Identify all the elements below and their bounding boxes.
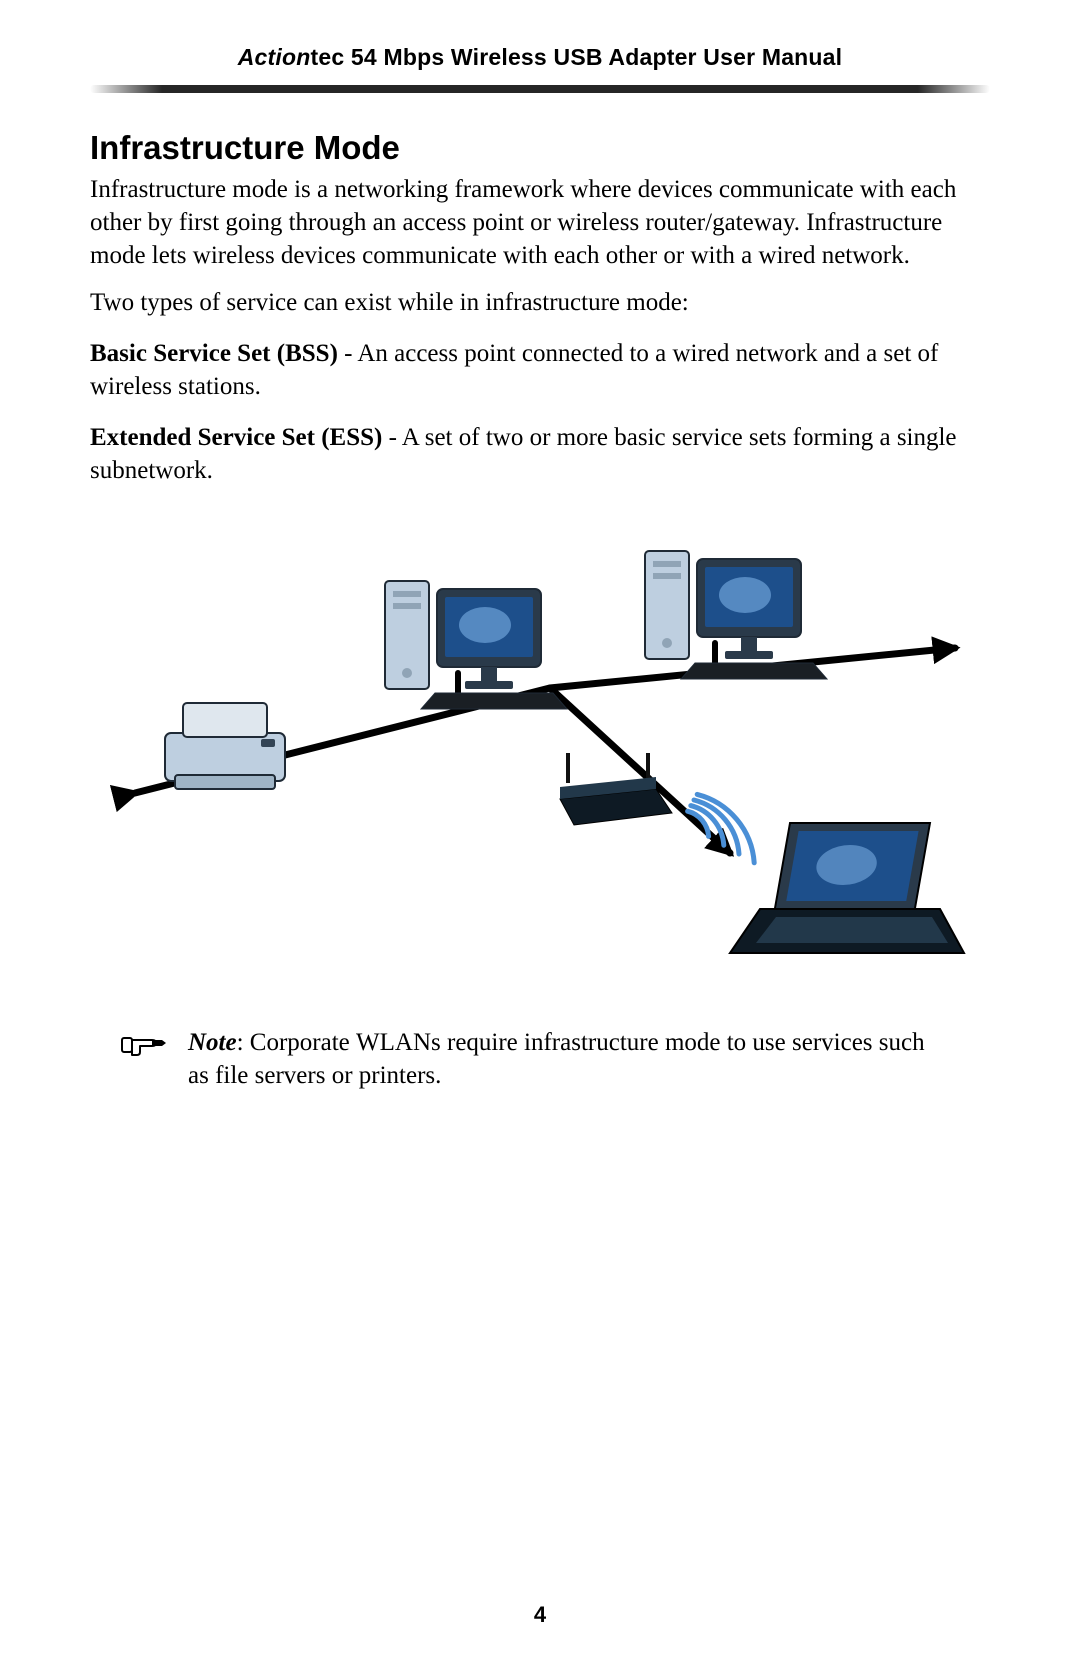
manual-page: Actiontec 54 Mbps Wireless USB Adapter U…	[0, 0, 1080, 1668]
desktop-2-icon	[645, 551, 827, 679]
intro-paragraph-2: Two types of service can exist while in …	[90, 286, 990, 319]
intro-paragraph-1: Infrastructure mode is a networking fram…	[90, 173, 990, 272]
note-before: : Corporate	[237, 1029, 356, 1056]
ess-term: Extended Service Set (ESS)	[90, 424, 382, 451]
section-title: Infrastructure Mode	[90, 129, 990, 167]
network-diagram	[90, 523, 990, 963]
note-label: Note	[188, 1029, 237, 1056]
bss-paragraph: Basic Service Set (BSS) - An access poin…	[90, 337, 990, 403]
page-header: Actiontec 54 Mbps Wireless USB Adapter U…	[90, 44, 990, 71]
header-rule	[90, 85, 990, 93]
ess-paragraph: Extended Service Set (ESS) - A set of tw…	[90, 421, 990, 487]
printer-icon	[165, 703, 285, 789]
bss-term: Basic Service Set (BSS)	[90, 340, 338, 367]
brand-rest: tec 54 Mbps Wireless USB Adapter User Ma…	[310, 44, 842, 70]
laptop-icon	[730, 823, 964, 953]
access-point-icon	[560, 753, 672, 825]
note-row: Note: Corporate WLANs require infrastruc…	[90, 1026, 990, 1092]
note-text: Note: Corporate WLANs require infrastruc…	[188, 1026, 930, 1092]
page-number: 4	[0, 1602, 1080, 1628]
note-smallcaps: WLAN	[356, 1029, 431, 1056]
brand-italic: Action	[238, 44, 311, 70]
wifi-signal-icon	[688, 794, 755, 862]
pointing-hand-icon	[120, 1030, 166, 1063]
